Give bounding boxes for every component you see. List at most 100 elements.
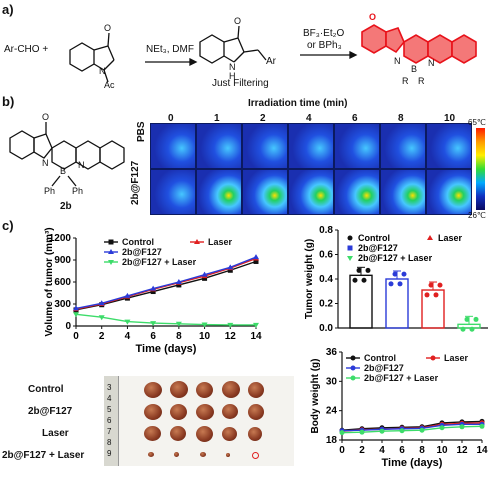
x-tick-label: 4 <box>379 445 385 456</box>
data-point <box>150 321 157 327</box>
series-line <box>75 313 256 326</box>
data-point <box>194 239 200 244</box>
tumor <box>226 453 230 457</box>
y-tick-label: 300 <box>54 299 71 310</box>
condition-2-line-2: or BPh₃ <box>307 40 342 51</box>
tumor <box>196 382 213 398</box>
series-line <box>75 260 257 311</box>
panel-a-label: a) <box>2 2 14 17</box>
data-point <box>350 355 356 361</box>
data-point <box>98 315 105 321</box>
y-tick-label: 36 <box>326 347 338 358</box>
data-point <box>108 239 114 245</box>
x-tick-label: 2 <box>359 445 365 456</box>
thermal-image-2b-2 <box>242 169 288 215</box>
data-point <box>459 424 465 430</box>
thermal-image-pbs-8 <box>380 123 426 169</box>
tumor <box>144 404 162 420</box>
compound-boron: B <box>60 166 67 176</box>
data-point <box>253 258 259 264</box>
irradiation-time-label: 2 <box>260 113 266 124</box>
x-axis-title: Time (days) <box>382 457 443 469</box>
photo-row-laser: Laser <box>42 428 69 439</box>
just-filtering-note: Just Filtering <box>212 78 269 89</box>
product-oxygen: O <box>369 12 377 22</box>
series-line <box>341 423 482 432</box>
ruler-digits: 3 4 5 6 7 8 9 <box>107 382 111 459</box>
y-tick-label: 0.6 <box>319 250 333 261</box>
data-point <box>424 292 430 298</box>
y-tick-label: 0 <box>65 321 71 332</box>
legend-label: 2b@F127 <box>364 363 404 373</box>
tumor <box>196 404 214 420</box>
scale-max: 65℃ <box>468 118 486 127</box>
data-point <box>124 319 131 325</box>
photo-row-2b-f127: 2b@F127 <box>28 406 73 417</box>
tumor <box>170 404 187 420</box>
irradiation-time-label: 4 <box>306 113 312 124</box>
series-line <box>75 257 257 310</box>
data-point <box>433 292 439 298</box>
data-point <box>108 249 114 254</box>
y-tick-label: 0.4 <box>319 274 333 285</box>
data-point <box>227 322 234 328</box>
x-tick-label: 10 <box>199 331 211 342</box>
legend-label: 2b@F127 <box>122 247 162 257</box>
series-line <box>75 256 257 310</box>
tumor <box>248 382 264 398</box>
data-point <box>73 305 79 311</box>
data-point <box>202 275 208 281</box>
thermal-image-pbs-6 <box>334 123 380 169</box>
thermal-image-2b-1 <box>196 169 242 215</box>
thermal-image-2b-4 <box>288 169 334 215</box>
x-tick-label: 2 <box>99 331 105 342</box>
tumor <box>248 404 264 420</box>
data-point <box>397 281 403 287</box>
x-tick-label: 6 <box>399 445 405 456</box>
data-point <box>473 316 479 322</box>
irradiation-time-label: 6 <box>352 113 358 124</box>
x-tick-label: 0 <box>73 331 79 342</box>
reaction-scheme <box>69 24 477 83</box>
ruler-digit: 5 <box>107 405 112 414</box>
reactant-label: Ar-CHO + <box>4 44 49 55</box>
compound-oxygen: O <box>42 112 50 122</box>
irradiation-time-label: 0 <box>168 113 174 124</box>
tumor <box>174 452 179 457</box>
tumor-volume-chart: 0 2 4 6 8 10 12 14 0 300 600 900 1200 Time (days) Volu… <box>44 227 262 355</box>
y-tick-label: 18 <box>326 435 338 446</box>
intermediate-hydrogen: H <box>229 71 236 81</box>
tumor <box>222 381 240 398</box>
legend-label: Control <box>364 353 396 363</box>
compound-2b-structure <box>9 122 125 187</box>
x-tick-label: 12 <box>225 331 237 342</box>
scale-min: 26℃ <box>468 211 486 220</box>
data-point <box>201 322 208 328</box>
tumor-photo-panel: Control 2b@F127 Laser 2b@F127 + Laser 3 4… <box>0 372 300 480</box>
x-tick-label: 14 <box>476 445 488 456</box>
ruler-digit: 4 <box>107 394 112 403</box>
legend-label: 2b@F127 + Laser <box>364 373 439 383</box>
tumor <box>144 382 162 398</box>
tumor <box>170 381 188 398</box>
legend-label: Laser <box>438 233 463 243</box>
data-point <box>419 427 425 433</box>
data-point <box>469 326 475 332</box>
data-point <box>347 256 353 261</box>
intermediate-oxygen: O <box>234 16 242 26</box>
data-point <box>392 271 398 277</box>
data-point <box>347 235 353 241</box>
x-tick-label: 6 <box>150 331 156 342</box>
x-axis-title: Time (days) <box>136 343 197 355</box>
data-point <box>176 282 182 288</box>
empty-tumor-marker <box>252 452 259 459</box>
data-point <box>361 277 367 283</box>
photo-row-2b-f127-laser: 2b@F127 + Laser <box>2 450 85 461</box>
intermediate-nitrogen: N <box>229 62 236 72</box>
ruler-digit: 6 <box>107 416 112 425</box>
data-point <box>350 375 356 381</box>
data-point <box>437 282 443 288</box>
irradiation-time-label: 1 <box>214 113 220 124</box>
y-axis-title: Tumor weight (g) <box>304 239 315 319</box>
